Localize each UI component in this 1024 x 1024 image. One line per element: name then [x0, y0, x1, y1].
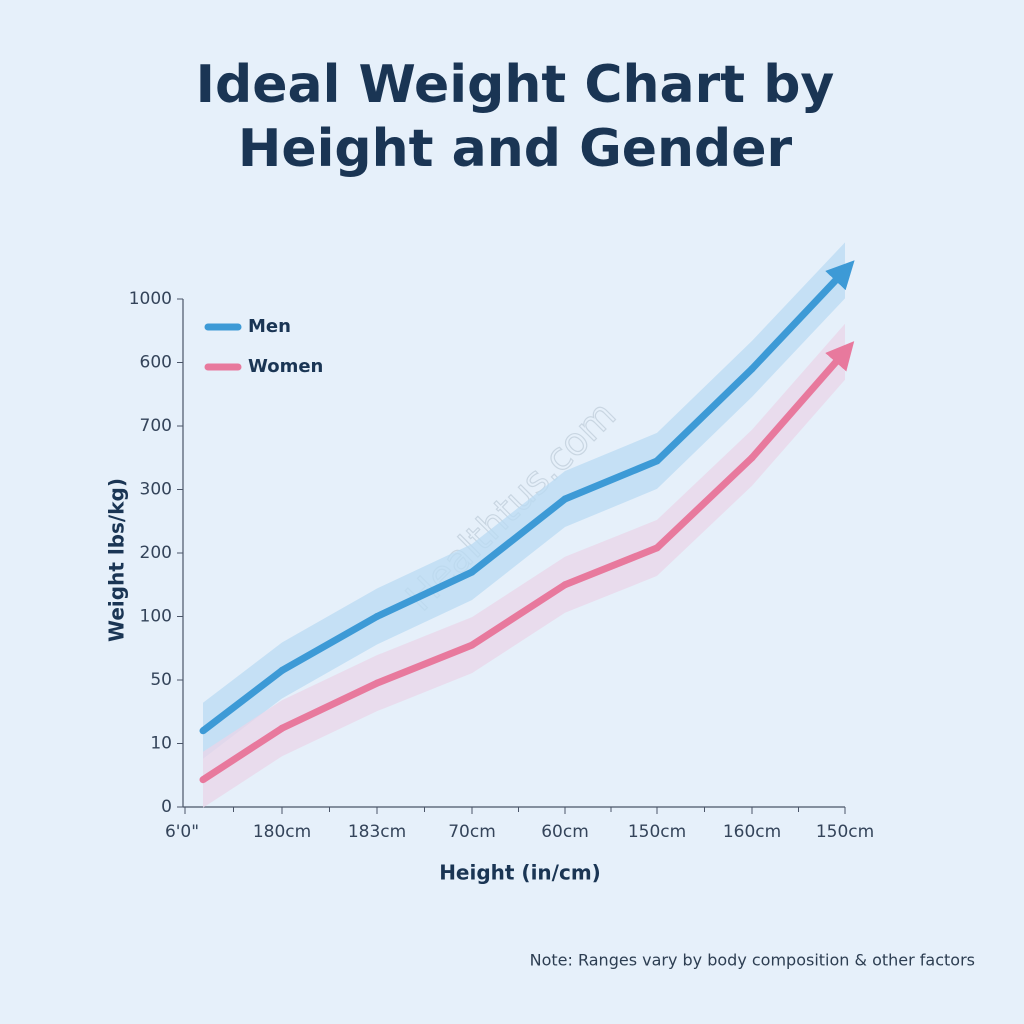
point	[468, 641, 476, 649]
x-tick-label: 150cm	[816, 822, 874, 842]
x-tick-label: 160cm	[723, 822, 781, 842]
point	[468, 568, 476, 576]
y-tick-label: 200	[140, 543, 172, 563]
x-axis-label: Height (in/cm)	[439, 861, 601, 885]
y-axis-label: Weight lbs/kg)	[105, 478, 129, 642]
note: Note: Ranges vary by body composition & …	[530, 951, 975, 970]
y-tick-label: 1000	[129, 289, 172, 309]
y-tick-label: 300	[140, 480, 172, 500]
x-tick-label: 70cm	[448, 822, 496, 842]
point	[278, 666, 286, 674]
x-tick-label: 150cm	[628, 822, 686, 842]
legend-label: Men	[248, 316, 291, 337]
y-tick-label: 50	[150, 670, 172, 690]
point	[841, 348, 849, 356]
y-tick-label: 600	[140, 353, 172, 373]
point	[748, 365, 756, 373]
point	[841, 266, 849, 274]
point	[653, 457, 661, 465]
point	[199, 727, 207, 735]
legend-label: Women	[248, 356, 323, 377]
point	[373, 613, 381, 620]
x-tick-label: 183cm	[348, 822, 406, 842]
point	[748, 454, 756, 462]
point	[653, 544, 661, 552]
line	[200, 260, 855, 734]
chart-title: Height and Gender	[238, 119, 793, 179]
x-tick-label: 60cm	[541, 822, 589, 842]
chart-title: Ideal Weight Chart by	[196, 55, 835, 115]
point	[199, 776, 207, 784]
line	[201, 341, 855, 783]
y-tick-label: 10	[150, 734, 172, 754]
y-tick-label: 100	[140, 607, 172, 627]
y-tick-label: 0	[161, 797, 172, 817]
point	[561, 581, 569, 589]
y-tick-label: 700	[140, 416, 172, 436]
point	[373, 679, 381, 687]
x-tick-label: 180cm	[253, 822, 311, 842]
point	[561, 495, 569, 503]
x-tick-label: 6'0"	[165, 822, 199, 842]
range-band	[203, 242, 845, 759]
point	[278, 724, 286, 732]
